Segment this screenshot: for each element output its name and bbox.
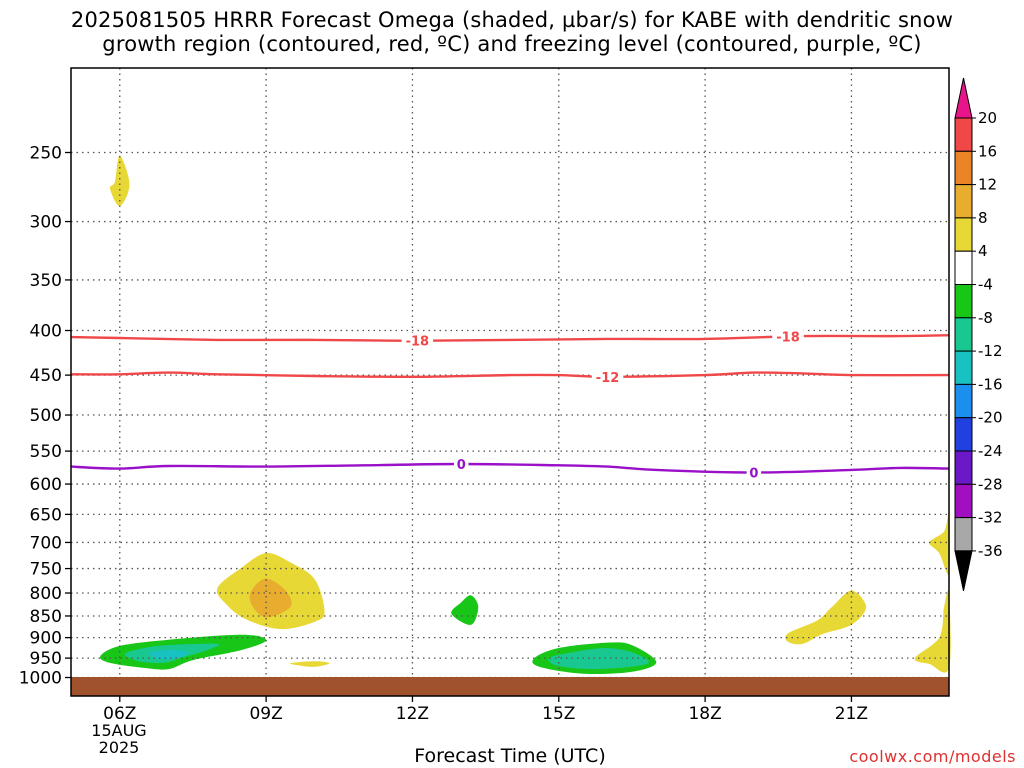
contour-label-0-1: 0 [749, 467, 758, 482]
plot-background [71, 68, 949, 696]
colorbar-label-2: 12 [978, 176, 997, 194]
colorbar-segment-4 [954, 250, 973, 285]
contour-label--18-0: -18 [406, 335, 430, 350]
contour-line--18 [70, 334, 950, 343]
forecast-date-day: 15AUG [91, 721, 147, 740]
contour-label-bg--18-1 [772, 328, 804, 345]
contour-label-0-0: 0 [457, 458, 466, 473]
contour-label--18-1: -18 [776, 331, 800, 346]
colorbar-label-10: -24 [978, 442, 1003, 460]
colorbar-label-9: -20 [978, 409, 1003, 427]
y-tick-label-550: 550 [30, 442, 62, 462]
colorbar-label-11: -28 [978, 475, 1003, 493]
time-axis: 06Z 09Z 12Z 15Z 18Z 21Z [103, 696, 868, 724]
colorbar-segment-3 [954, 217, 973, 252]
colorbar-label-5: -4 [978, 276, 993, 294]
x-tick-label-12Z: 12Z [396, 704, 429, 724]
colorbar-top-arrow [954, 77, 973, 119]
omega-region-0 [109, 155, 130, 207]
pressure-axis: 2503003504004505005506006507007508008509… [19, 144, 71, 689]
contour-label-bg-0-0 [453, 455, 469, 472]
colorbar-segment-7 [954, 350, 973, 385]
colorbar-segment-1 [954, 150, 973, 186]
x-axis-title: Forecast Time (UTC) [414, 745, 606, 767]
y-tick-label-650: 650 [30, 505, 62, 525]
y-tick-label-600: 600 [30, 475, 62, 495]
omega-region-7 [451, 595, 479, 625]
colorbar-segment-6 [954, 317, 973, 352]
colorbar-segment-9 [954, 417, 973, 452]
omega-region-3 [290, 661, 330, 667]
colorbar-label-0: 20 [978, 109, 997, 127]
contour-label--12-0: -12 [596, 371, 620, 386]
y-tick-label-350: 350 [30, 271, 62, 291]
omega-region-10 [785, 590, 867, 645]
y-tick-label-850: 850 [30, 607, 62, 627]
colorbar-label-3: 8 [978, 209, 988, 227]
contour-label-bg-0-1 [746, 464, 762, 481]
contour-line--12 [70, 371, 950, 379]
y-tick-label-800: 800 [30, 584, 62, 604]
y-tick-label-300: 300 [30, 213, 62, 233]
omega-region-2 [249, 578, 292, 618]
contour-line-0 [70, 462, 950, 474]
colorbar-label-4: 4 [978, 242, 988, 260]
omega-region-11 [929, 512, 950, 575]
source-credit-link[interactable]: coolwx.com/models [849, 747, 1016, 766]
y-tick-label-250: 250 [30, 144, 62, 164]
x-tick-label-21Z: 21Z [835, 704, 868, 724]
colorbar-segment-5 [954, 284, 973, 319]
x-tick-label-06Z: 06Z [103, 704, 136, 724]
colorbar-segment-11 [954, 483, 973, 519]
omega-region-9 [548, 647, 649, 670]
colorbar-bottom-arrow [954, 550, 973, 592]
colorbar-segment-2 [954, 184, 973, 219]
omega-region-12 [914, 589, 951, 673]
y-tick-label-750: 750 [30, 560, 62, 580]
ground-surface [71, 677, 949, 696]
x-tick-label-18Z: 18Z [688, 704, 721, 724]
colorbar-label-1: 16 [978, 142, 997, 160]
chart-title-line-2: growth region (contoured, red, ºC) and f… [102, 32, 922, 56]
x-tick-label-09Z: 09Z [249, 704, 282, 724]
forecast-date-year: 2025 [98, 738, 140, 757]
y-tick-label-450: 450 [30, 366, 62, 386]
colorbar-label-13: -36 [978, 542, 1003, 560]
chart-title-line-1: 2025081505 HRRR Forecast Omega (shaded, … [70, 8, 954, 32]
y-tick-label-950: 950 [30, 649, 62, 669]
omega-colorbar: 20 16 12 8 4 -4 -8 -12 -16 -20 -24 -28 -32 -36 [954, 77, 1003, 592]
colorbar-segment-10 [954, 450, 973, 485]
colorbar-label-12: -32 [978, 509, 1003, 527]
y-tick-label-700: 700 [30, 533, 62, 553]
y-tick-label-400: 400 [30, 322, 62, 342]
colorbar-segment-12 [954, 517, 973, 552]
y-tick-label-900: 900 [30, 629, 62, 649]
colorbar-segment-0 [954, 117, 973, 152]
colorbar-label-6: -8 [978, 309, 993, 327]
colorbar-label-7: -12 [978, 342, 1003, 360]
contour-label-bg--18-0 [401, 332, 434, 349]
plot-frame [70, 67, 950, 697]
contour-label-bg--12-0 [591, 368, 624, 385]
y-tick-label-500: 500 [30, 406, 62, 426]
forecast-date-label: 15AUG 2025 [84, 722, 154, 756]
omega-region-6 [148, 649, 189, 660]
colorbar-segment-8 [954, 383, 973, 419]
temperature-contours: -18 -18 -12 0 0 [70, 328, 950, 482]
y-tick-label-1000: 1000 [19, 669, 62, 689]
colorbar-label-8: -16 [978, 375, 1003, 393]
chart-title: 2025081505 HRRR Forecast Omega (shaded, … [0, 8, 1024, 56]
x-tick-label-15Z: 15Z [542, 704, 575, 724]
